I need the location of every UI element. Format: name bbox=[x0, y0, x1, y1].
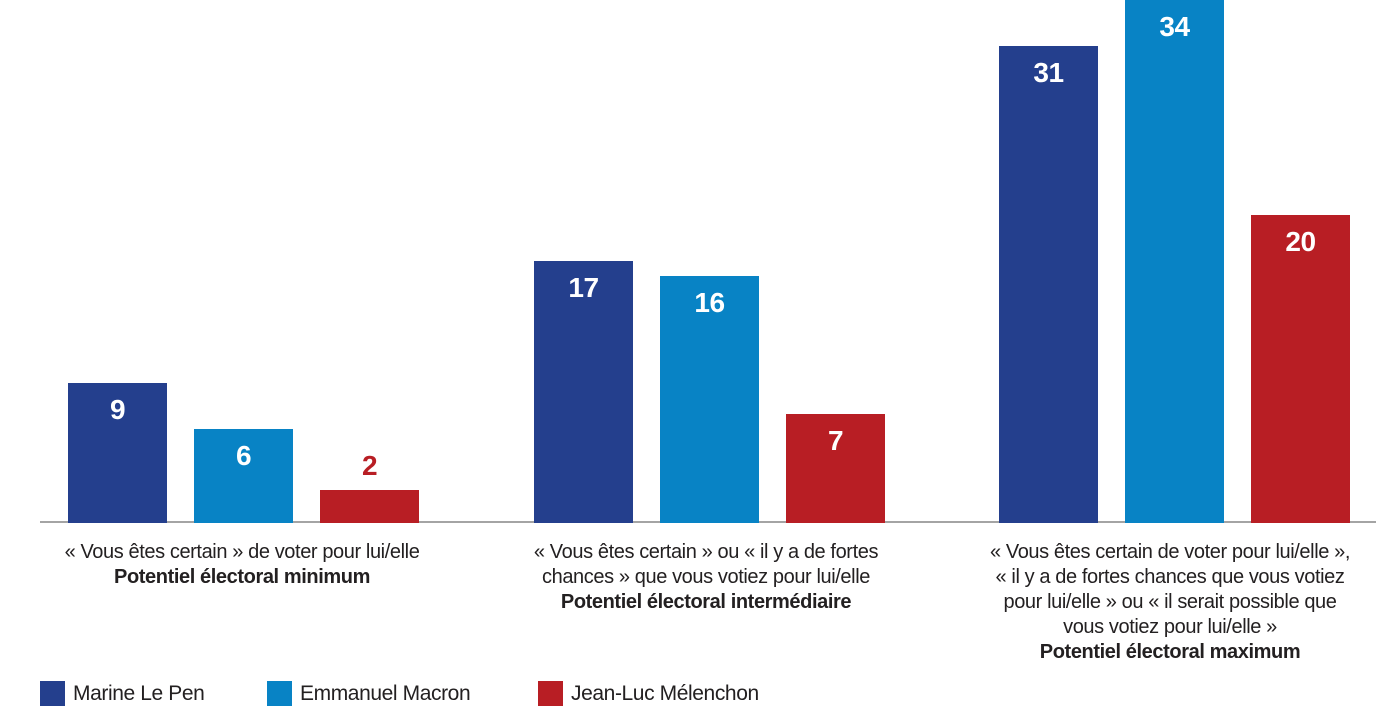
legend-label: Emmanuel Macron bbox=[300, 682, 471, 705]
category-label-bold: Potentiel électoral minimum bbox=[114, 566, 370, 588]
legend-label: Jean-Luc Mélenchon bbox=[571, 682, 759, 705]
bar-value-label: 17 bbox=[568, 272, 599, 303]
bar-value-label: 6 bbox=[235, 440, 252, 471]
bar-jean-luc-m-lenchon-group-1 bbox=[320, 490, 419, 523]
bar-jean-luc-m-lenchon-group-2: 7 bbox=[786, 414, 885, 523]
bar-value-label: 16 bbox=[694, 287, 725, 318]
bar-emmanuel-macron-group-2: 16 bbox=[660, 276, 759, 523]
legend-color-swatch bbox=[538, 681, 563, 706]
category-label-line: chances » que vous votiez pour lui/elle bbox=[542, 566, 870, 588]
category-label-bold: Potentiel électoral intermédiaire bbox=[560, 591, 852, 613]
category-label-group-3: « Vous êtes certain de voter pour lui/el… bbox=[935, 540, 1380, 665]
legend-color-swatch bbox=[267, 681, 292, 706]
bar-marine-le-pen-group-1: 9 bbox=[68, 383, 167, 523]
bar-marine-le-pen-group-3: 31 bbox=[999, 46, 1098, 523]
legend-label: Marine Le Pen bbox=[73, 682, 205, 705]
bar-emmanuel-macron-group-1: 6 bbox=[194, 429, 293, 523]
bar-value-label: 2 bbox=[361, 450, 378, 481]
category-label-bold: Potentiel électoral maximum bbox=[1039, 641, 1301, 663]
category-label-line: « Vous êtes certain » ou « il y a de for… bbox=[533, 541, 879, 563]
bar-value-label: 9 bbox=[109, 394, 126, 425]
category-label-line: pour lui/elle » ou « il serait possible … bbox=[1003, 591, 1337, 613]
legend-color-swatch bbox=[40, 681, 65, 706]
category-label-group-1: « Vous êtes certain » de voter pour lui/… bbox=[0, 540, 487, 590]
bar-jean-luc-m-lenchon-group-3: 20 bbox=[1251, 215, 1350, 523]
bar-emmanuel-macron-group-3: 34 bbox=[1125, 0, 1224, 523]
bar-marine-le-pen-group-2: 17 bbox=[534, 261, 633, 523]
category-label-line: vous votiez pour lui/elle » bbox=[1063, 616, 1277, 638]
bar-value-label: 7 bbox=[827, 425, 844, 456]
category-label-line: « Vous êtes certain » de voter pour lui/… bbox=[64, 541, 420, 563]
category-label-line: « Vous êtes certain de voter pour lui/el… bbox=[989, 541, 1350, 563]
bar-value-label: 20 bbox=[1285, 226, 1316, 257]
category-label-group-2: « Vous êtes certain » ou « il y a de for… bbox=[461, 540, 951, 615]
bar-value-label: 31 bbox=[1033, 57, 1064, 88]
category-label-line: « il y a de fortes chances que vous voti… bbox=[995, 566, 1345, 588]
bar-value-label: 34 bbox=[1159, 11, 1190, 42]
